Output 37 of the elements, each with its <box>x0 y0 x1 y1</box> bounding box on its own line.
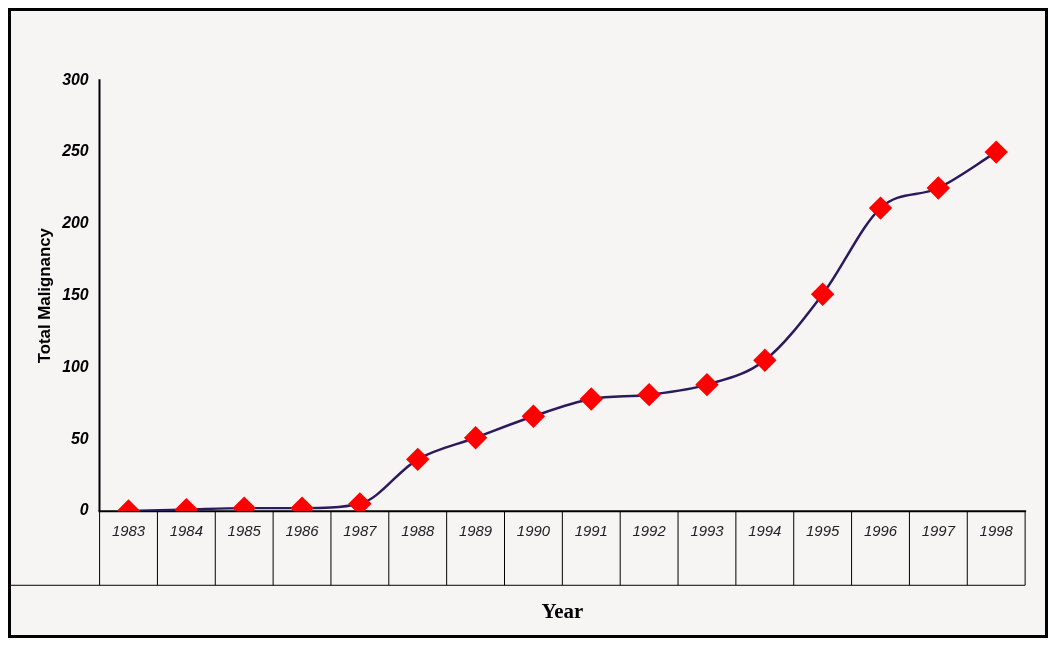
y-tick-label: 250 <box>61 142 89 160</box>
x-tick-label: 1990 <box>516 522 551 539</box>
x-tick-label: 1995 <box>806 522 840 539</box>
point <box>985 140 1008 164</box>
point <box>753 349 776 372</box>
y-axis-title: Total Malignancy <box>34 227 54 364</box>
x-tick-label: 1992 <box>632 522 667 539</box>
x-tick-label: 1994 <box>748 522 782 539</box>
x-tick-label: 1984 <box>169 522 203 539</box>
y-tick-label: 150 <box>62 286 89 304</box>
point <box>348 492 372 511</box>
x-tick-label: 1987 <box>343 522 378 539</box>
point <box>869 196 892 220</box>
x-tick-label: 1985 <box>227 522 262 539</box>
y-tick-label: 200 <box>61 214 89 232</box>
x-tick-label: 1998 <box>979 522 1014 539</box>
y-tick-label: 100 <box>62 357 89 375</box>
x-tick-label: 1993 <box>690 522 725 539</box>
point <box>927 176 950 200</box>
point <box>811 283 834 306</box>
point <box>406 448 429 471</box>
x-tick-label: 1997 <box>921 522 956 539</box>
x-tick-label: 1986 <box>285 522 320 539</box>
y-tick-label: 300 <box>62 70 89 88</box>
point <box>695 373 719 396</box>
x-tick-label: 1983 <box>111 522 146 539</box>
x-axis-title: Year <box>541 599 584 623</box>
point <box>637 383 661 406</box>
x-tick-label: 1989 <box>459 522 493 539</box>
x-tick-label: 1991 <box>574 522 608 539</box>
point <box>522 405 545 428</box>
x-tick-label: 1996 <box>863 522 898 539</box>
x-tick-label: 1988 <box>401 522 436 539</box>
point <box>464 426 487 449</box>
y-tick-label: 50 <box>70 429 89 447</box>
point <box>580 387 603 411</box>
y-tick-label: 0 <box>79 501 89 519</box>
